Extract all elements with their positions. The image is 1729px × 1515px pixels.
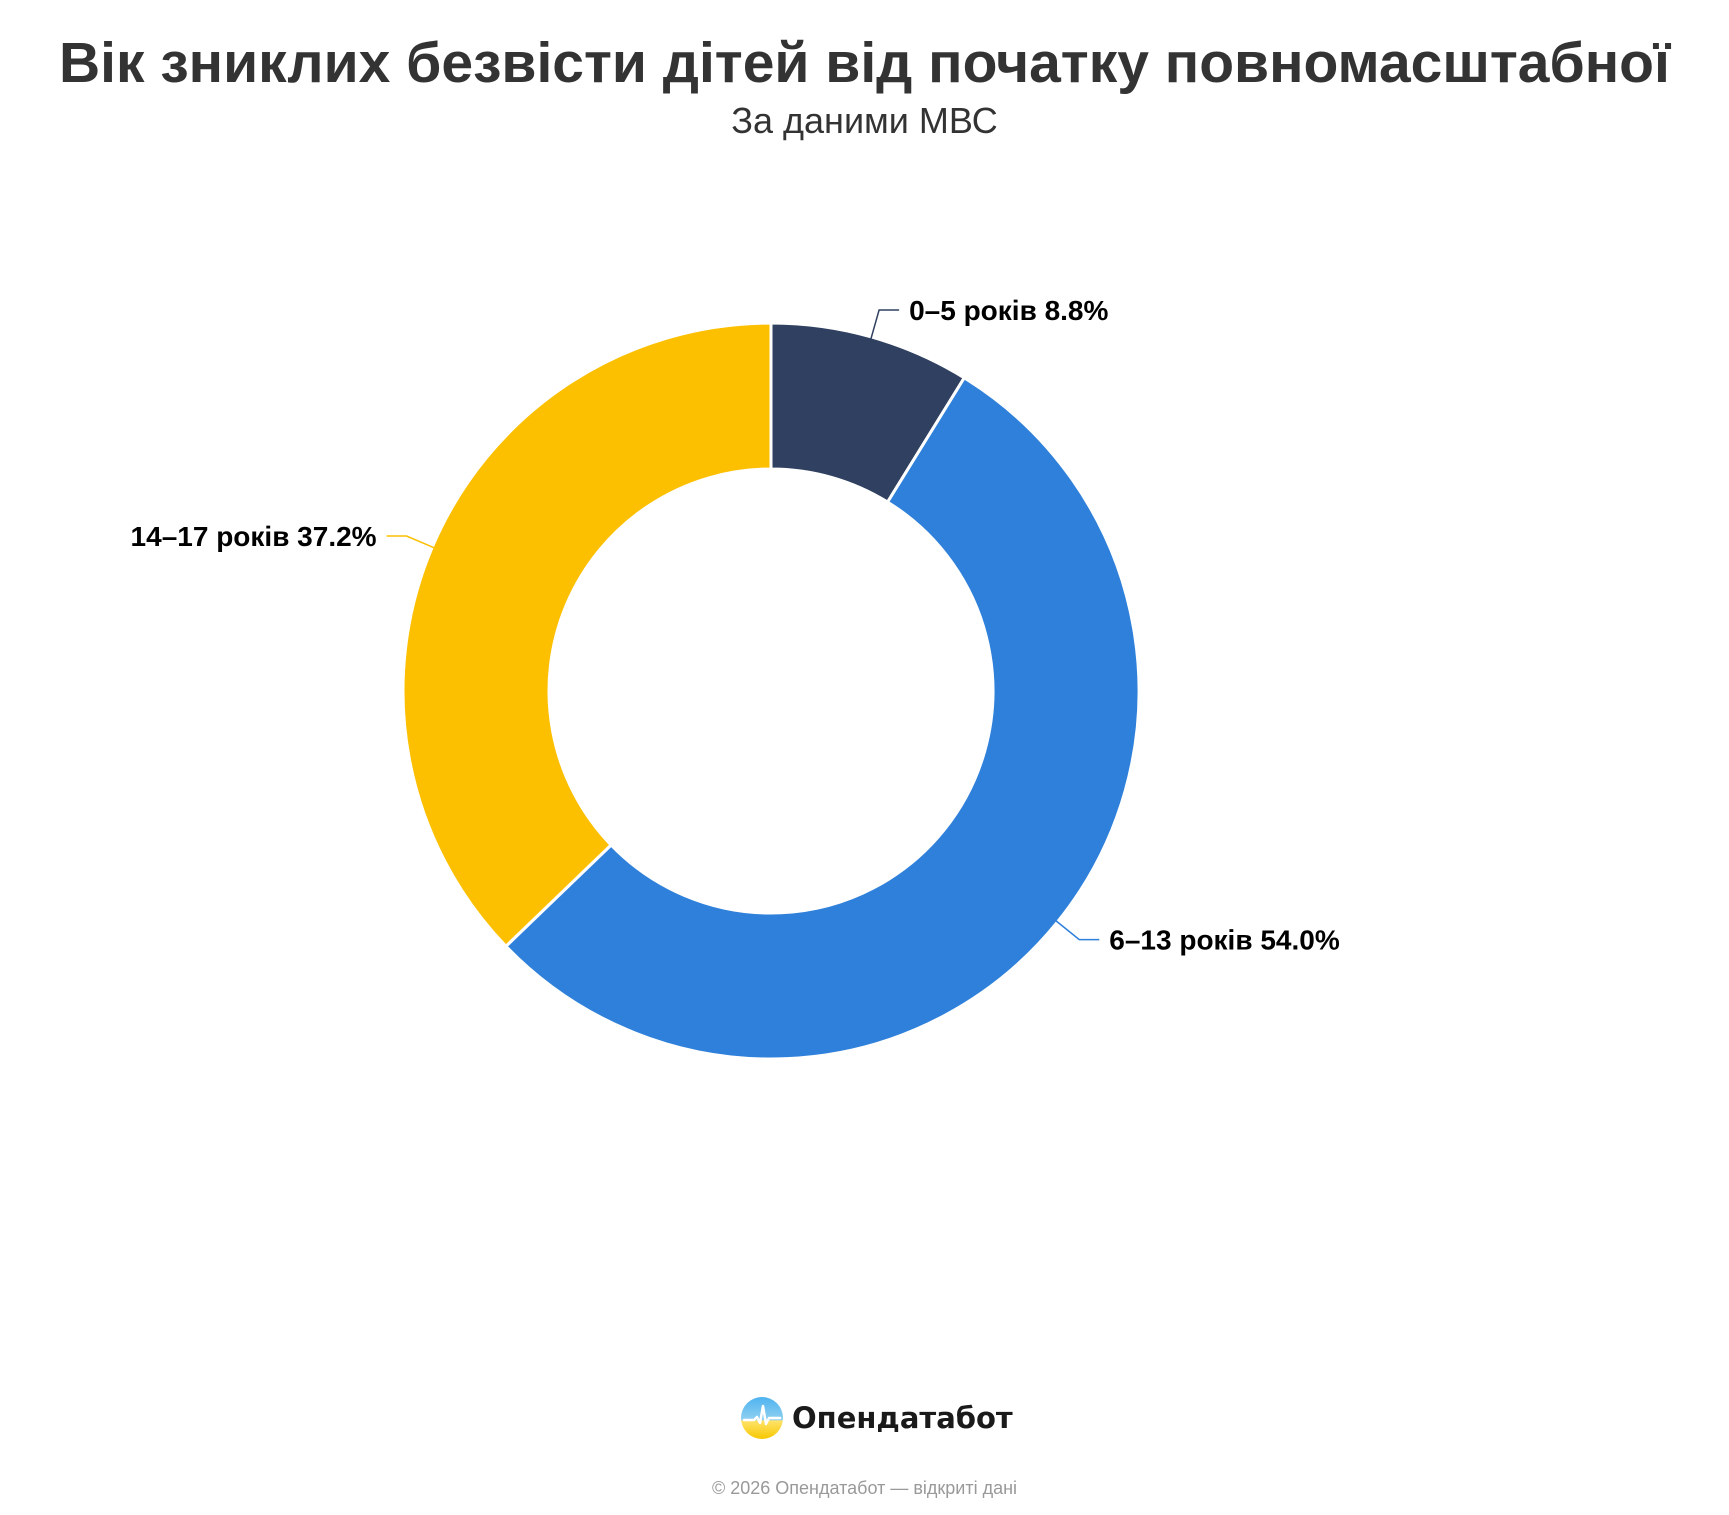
label-connector — [386, 535, 435, 549]
label-connector — [870, 309, 900, 340]
brand-name: Опендатабот — [792, 1401, 1013, 1435]
data-label: 0–5 років 8.8% — [909, 295, 1108, 326]
data-label: 6–13 років 54.0% — [1109, 925, 1340, 956]
chart-title: Вік зниклих безвісти дітей від початку п… — [58, 31, 1670, 95]
pie-slice[interactable] — [401, 321, 773, 948]
chart-subtitle: За даними МВС — [731, 100, 998, 141]
brand[interactable]: Опендатабот — [740, 1396, 1013, 1440]
data-label: 14–17 років 37.2% — [131, 521, 377, 552]
credits[interactable]: © 2026 Опендатабот — відкриті дані — [711, 1478, 1018, 1498]
label-connector — [1055, 920, 1100, 941]
pie-slice[interactable] — [504, 376, 1141, 1061]
opendatabot-logo-icon — [741, 1397, 783, 1439]
